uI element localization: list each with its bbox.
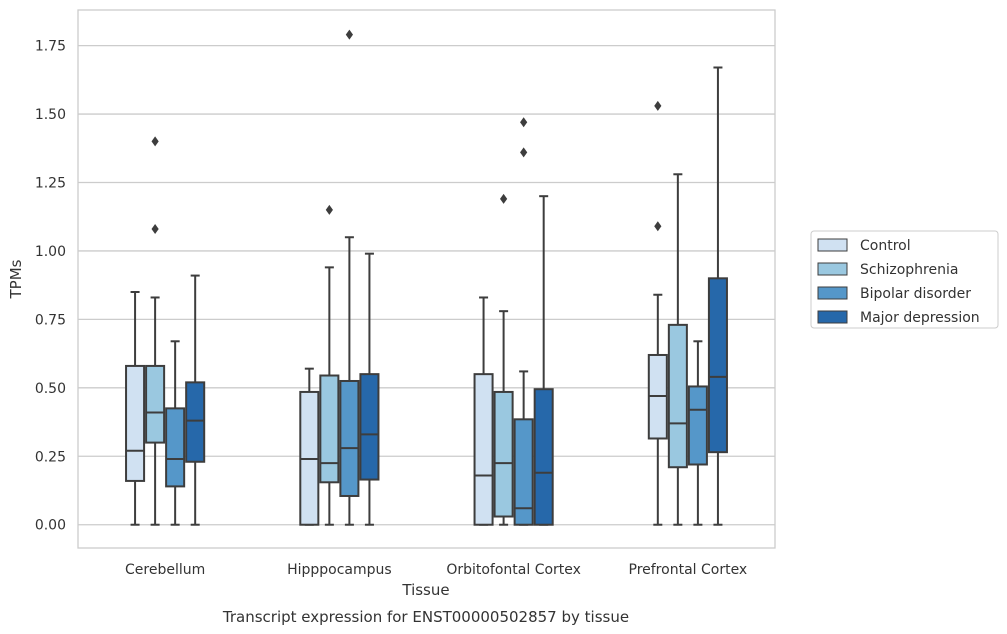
- outlier-point: [151, 136, 159, 147]
- iqr-box: [339, 379, 360, 497]
- box-control: [299, 367, 320, 526]
- box-schizophrenia: [493, 193, 514, 526]
- box-bipolar-disorder: [687, 340, 708, 526]
- outlier-point: [345, 29, 353, 40]
- iqr-box: [185, 381, 206, 463]
- legend-frame: [810, 230, 999, 329]
- legend-swatch: [817, 310, 848, 324]
- legend: Control Schizophrenia Bipolar disorder Majo…: [810, 230, 999, 329]
- box-schizophrenia: [145, 136, 166, 526]
- y-axis-ticks: 0.00 0.25 0.50 0.75 1.00 1.25 1.50 1.75: [35, 39, 66, 534]
- x-tick-label: Hipppocampus: [287, 562, 392, 578]
- iqr-box: [473, 373, 494, 526]
- iqr-box: [165, 407, 186, 488]
- x-axis-ticks: Cerebellum Hipppocampus Orbitofontal Corte…: [125, 562, 747, 578]
- box-control: [647, 100, 668, 526]
- box-bipolar-disorder: [165, 340, 186, 526]
- y-tick-label: 1.75: [35, 39, 66, 55]
- outlier-point: [151, 224, 159, 235]
- y-tick-label: 1.00: [35, 244, 66, 260]
- y-tick-label: 0.50: [35, 381, 66, 397]
- outlier-point: [520, 117, 528, 128]
- iqr-box: [125, 364, 146, 482]
- box-control: [473, 296, 494, 526]
- chart-caption: Transcript expression for ENST0000050285…: [222, 608, 629, 626]
- y-tick-label: 0.25: [35, 449, 66, 465]
- box-schizophrenia: [319, 204, 340, 526]
- box-control: [125, 291, 146, 526]
- iqr-box: [319, 374, 340, 484]
- boxes: [125, 29, 728, 526]
- y-tick-label: 1.25: [35, 175, 66, 191]
- box-bipolar-disorder: [339, 29, 360, 526]
- y-axis-title: TPMs: [7, 259, 25, 299]
- x-axis-title: Tissue: [401, 581, 449, 599]
- x-tick-label: Cerebellum: [125, 562, 205, 578]
- iqr-box: [513, 418, 534, 526]
- y-tick-label: 1.50: [35, 107, 66, 123]
- legend-label: Control: [860, 238, 911, 254]
- x-tick-label: Orbitofontal Cortex: [446, 562, 581, 578]
- box-major-depression: [185, 274, 206, 526]
- outlier-point: [654, 221, 662, 232]
- iqr-box: [493, 390, 514, 518]
- box-schizophrenia: [667, 173, 688, 526]
- iqr-box: [687, 385, 708, 466]
- outlier-point: [500, 193, 508, 204]
- outlier-point: [654, 100, 662, 111]
- outlier-point: [325, 204, 333, 215]
- y-tick-label: 0.75: [35, 312, 66, 328]
- legend-label: Schizophrenia: [860, 262, 958, 278]
- plot-area-frame: [77, 9, 776, 549]
- iqr-box: [533, 388, 554, 526]
- box-major-depression: [533, 195, 554, 526]
- legend-label: Bipolar disorder: [860, 286, 971, 302]
- x-tick-label: Prefrontal Cortex: [629, 562, 748, 578]
- iqr-box: [707, 277, 728, 454]
- legend-swatch: [817, 238, 848, 252]
- box-major-depression: [707, 66, 728, 526]
- legend-label: Major depression: [860, 310, 980, 326]
- legend-swatch: [817, 262, 848, 276]
- box-major-depression: [359, 252, 380, 526]
- iqr-box: [145, 364, 166, 444]
- y-tick-label: 0.00: [35, 518, 66, 534]
- iqr-box: [359, 373, 380, 481]
- outlier-point: [520, 147, 528, 158]
- iqr-box: [667, 323, 688, 469]
- box-bipolar-disorder: [513, 117, 534, 526]
- legend-swatch: [817, 286, 848, 300]
